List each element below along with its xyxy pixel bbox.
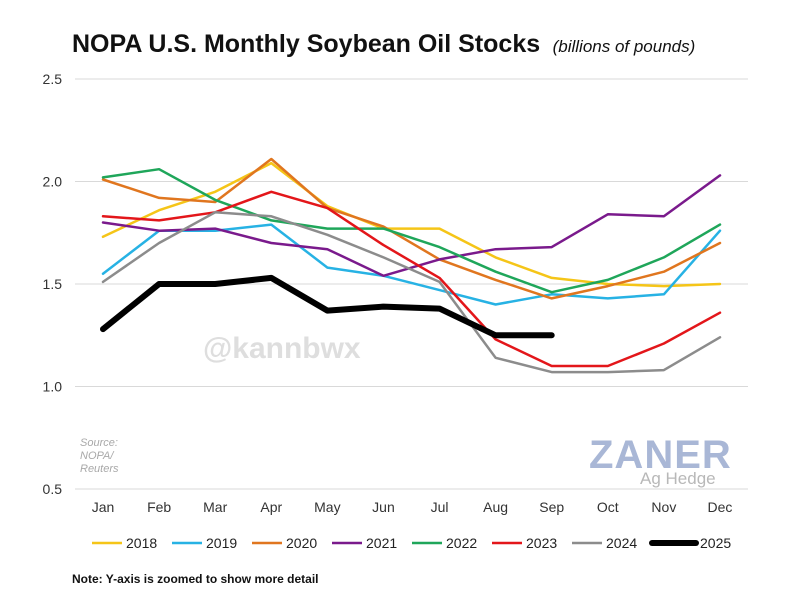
legend-label: 2021 [366,535,397,551]
series-line-2020 [101,157,722,300]
x-tick-label: Oct [597,499,619,515]
series-line-2025 [100,274,555,339]
source-note-line: Source: [80,437,118,449]
legend-label: 2025 [700,535,731,551]
watermark-text: @kannbwx [203,332,361,365]
x-tick-label: Dec [708,499,733,515]
y-tick-label: 1.5 [43,276,63,292]
x-tick-label: Apr [260,499,282,515]
x-tick-label: May [314,499,340,515]
chart-subtitle: (billions of pounds) [552,37,696,56]
legend-label: 2020 [286,535,317,551]
legend-item-2023: 2023 [492,535,557,551]
y-tick-label: 1.0 [43,379,63,395]
series-line-2024 [101,211,722,374]
legend-item-2018: 2018 [92,535,157,551]
zaner-logo-text: ZANER [589,433,732,477]
x-tick-label: Jun [372,499,395,515]
x-tick-label: Sep [539,499,564,515]
x-tick-label: Nov [651,499,676,515]
series-line-2023 [101,190,722,368]
source-note-line: Reuters [80,463,119,475]
legend-label: 2023 [526,535,557,551]
source-note-line: NOPA/ [80,450,114,462]
legend-label: 2022 [446,535,477,551]
legend-item-2024: 2024 [572,535,637,551]
y-tick-label: 2.5 [43,71,63,87]
x-tick-label: Jul [431,499,449,515]
chart-title-row: NOPA U.S. Monthly Soybean Oil Stocks (bi… [72,30,695,59]
legend-item-2021: 2021 [332,535,397,551]
zaner-logo-subtext: Ag Hedge [640,469,716,488]
legend-label: 2019 [206,535,237,551]
legend-label: 2024 [606,535,637,551]
x-tick-label: Aug [483,499,508,515]
legend-item-2025: 2025 [649,535,731,551]
legend-item-2019: 2019 [172,535,237,551]
legend-item-2022: 2022 [412,535,477,551]
series-line-2021 [101,174,722,278]
legend-item-2020: 2020 [252,535,317,551]
x-tick-label: Jan [92,499,115,515]
series-line-2019 [101,223,722,306]
legend-label: 2018 [126,535,157,551]
y-tick-label: 2.0 [43,174,63,190]
series-line-2022 [101,167,722,294]
x-tick-label: Feb [147,499,171,515]
y-tick-label: 0.5 [43,481,63,497]
x-tick-label: Mar [203,499,227,515]
axis-note: Note: Y-axis is zoomed to show more deta… [72,572,319,586]
chart-title: NOPA U.S. Monthly Soybean Oil Stocks [72,30,541,58]
